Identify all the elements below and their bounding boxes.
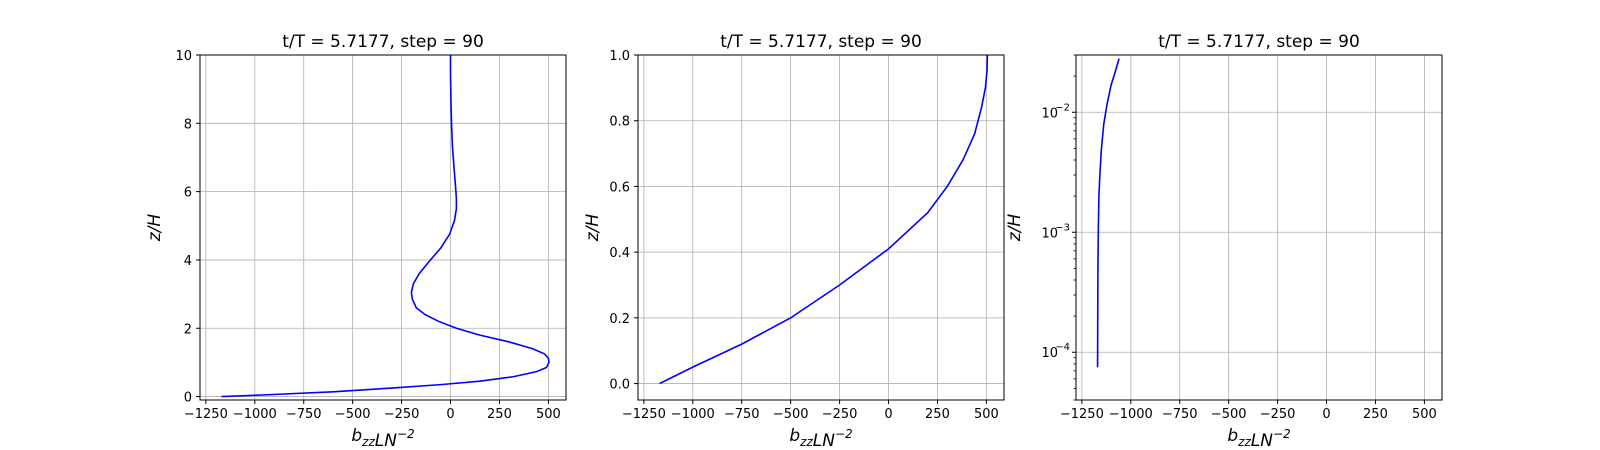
x-tick-label: 250 bbox=[1363, 407, 1388, 422]
y-tick-label: 10 bbox=[1041, 346, 1058, 361]
x-tick-label: 0 bbox=[884, 407, 892, 422]
x-tick-label: 250 bbox=[925, 407, 950, 422]
y-tick-label: 10 bbox=[1041, 106, 1058, 121]
x-tick-label: −500 bbox=[1211, 407, 1247, 422]
y-tick-label: 1.0 bbox=[609, 49, 630, 64]
series-line bbox=[1096, 58, 1120, 368]
y-tick-label: 0.2 bbox=[609, 312, 630, 327]
y-tick-label: 0.4 bbox=[609, 246, 630, 261]
x-tick-label: 500 bbox=[974, 407, 999, 422]
y-axis-label: z/H bbox=[583, 214, 603, 243]
x-axis-label: bzzLN−2 bbox=[1227, 426, 1290, 450]
x-tick-label: −750 bbox=[1162, 407, 1198, 422]
x-axis-label: bzzLN−2 bbox=[789, 426, 852, 450]
x-tick-label: −1000 bbox=[671, 407, 715, 422]
y-tick-label: 0.8 bbox=[609, 115, 630, 130]
y-tick-label: 10 bbox=[175, 49, 192, 64]
x-tick-label: −1250 bbox=[1060, 407, 1104, 422]
y-tick-label: 0.0 bbox=[609, 378, 630, 393]
x-tick-label: 500 bbox=[1412, 407, 1437, 422]
x-axis-label: bzzLN−2 bbox=[351, 426, 414, 450]
chart-title: t/T = 5.7177, step = 90 bbox=[720, 32, 922, 52]
y-tick-label: 6 bbox=[184, 186, 192, 201]
series-line bbox=[221, 55, 550, 398]
x-tick-label: −1250 bbox=[622, 407, 666, 422]
chart-title: t/T = 5.7177, step = 90 bbox=[1158, 32, 1360, 52]
y-tick-exponent: −3 bbox=[1055, 222, 1070, 233]
x-tick-label: −500 bbox=[773, 407, 809, 422]
y-axis-label: z/H bbox=[1005, 214, 1025, 243]
y-tick-label: 0 bbox=[184, 391, 192, 406]
x-tick-label: −1250 bbox=[184, 407, 228, 422]
axes-frame bbox=[199, 54, 567, 401]
subplot-2: −1250 −1000 −750 −500 −250 0 250 500 0.0 0.2 0.4 0.… bbox=[583, 32, 1005, 450]
x-tick-label: −500 bbox=[335, 407, 371, 422]
x-tick-label: 0 bbox=[446, 407, 454, 422]
subplot-3: −1250 −1000 −750 −500 −250 0 250 50010−410−310−… bbox=[1005, 32, 1443, 450]
x-tick-label: −250 bbox=[1260, 407, 1296, 422]
y-tick-label: 4 bbox=[184, 254, 192, 269]
x-tick-label: −1000 bbox=[1109, 407, 1153, 422]
y-tick-label: 8 bbox=[184, 117, 192, 132]
y-tick-label: 10 bbox=[1041, 226, 1058, 241]
y-tick-exponent: −2 bbox=[1055, 102, 1070, 113]
x-tick-label: 0 bbox=[1322, 407, 1330, 422]
y-axis-label: z/H bbox=[145, 214, 165, 243]
x-tick-label: 250 bbox=[487, 407, 512, 422]
chart-title: t/T = 5.7177, step = 90 bbox=[282, 32, 484, 52]
x-tick-label: −750 bbox=[286, 407, 322, 422]
axes-frame bbox=[637, 54, 1005, 401]
y-tick-label: 2 bbox=[184, 322, 192, 337]
series-line bbox=[659, 54, 989, 385]
subplot-1: −1250 −1000 −750 −500 −250 0 250 500 0 2 4 6 8 10 t/T … bbox=[145, 32, 567, 450]
x-tick-label: 500 bbox=[536, 407, 561, 422]
x-tick-label: −250 bbox=[384, 407, 420, 422]
x-tick-label: −250 bbox=[822, 407, 858, 422]
x-tick-label: −1000 bbox=[233, 407, 277, 422]
axes-frame bbox=[1075, 54, 1443, 401]
y-tick-label: 0.6 bbox=[609, 180, 630, 195]
y-tick-exponent: −4 bbox=[1055, 342, 1070, 353]
x-tick-label: −750 bbox=[724, 407, 760, 422]
